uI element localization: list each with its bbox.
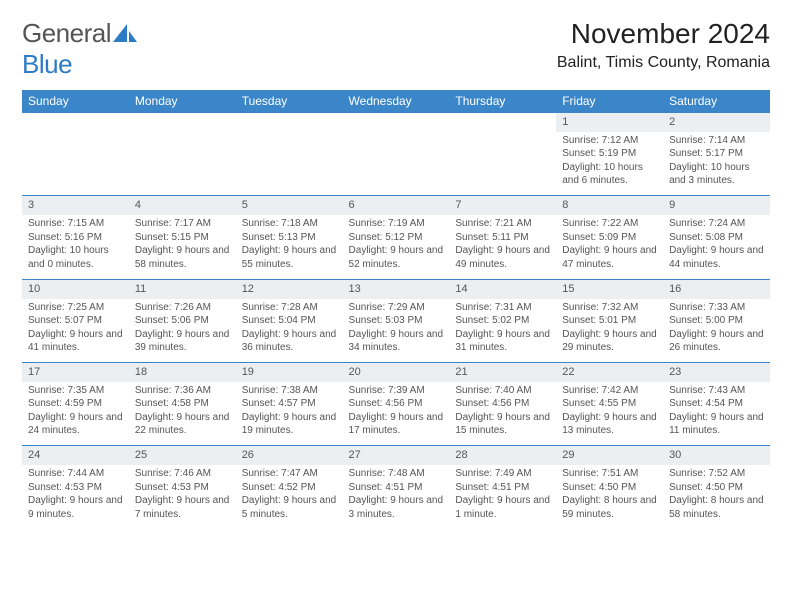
day-number: 29	[556, 446, 663, 465]
day-detail: Sunrise: 7:38 AMSunset: 4:57 PMDaylight:…	[236, 382, 343, 446]
day-detail: Sunrise: 7:47 AMSunset: 4:52 PMDaylight:…	[236, 465, 343, 529]
day-detail: Sunrise: 7:12 AMSunset: 5:19 PMDaylight:…	[556, 132, 663, 196]
day-detail	[22, 132, 129, 196]
day-number: 13	[343, 279, 450, 298]
day-detail: Sunrise: 7:15 AMSunset: 5:16 PMDaylight:…	[22, 215, 129, 279]
day-number: 3	[22, 196, 129, 215]
day-number	[449, 113, 556, 132]
day-number: 17	[22, 363, 129, 382]
day-number: 23	[663, 363, 770, 382]
day-number: 19	[236, 363, 343, 382]
day-number: 28	[449, 446, 556, 465]
weekday-header: Monday	[129, 90, 236, 113]
weekday-header: Sunday	[22, 90, 129, 113]
day-number: 16	[663, 279, 770, 298]
day-detail: Sunrise: 7:46 AMSunset: 4:53 PMDaylight:…	[129, 465, 236, 529]
weekday-header: Friday	[556, 90, 663, 113]
day-number: 24	[22, 446, 129, 465]
day-detail: Sunrise: 7:33 AMSunset: 5:00 PMDaylight:…	[663, 299, 770, 363]
day-number: 5	[236, 196, 343, 215]
weekday-header: Wednesday	[343, 90, 450, 113]
day-number: 6	[343, 196, 450, 215]
day-detail	[236, 132, 343, 196]
day-number: 7	[449, 196, 556, 215]
location: Balint, Timis County, Romania	[557, 54, 770, 72]
day-detail: Sunrise: 7:17 AMSunset: 5:15 PMDaylight:…	[129, 215, 236, 279]
day-detail: Sunrise: 7:42 AMSunset: 4:55 PMDaylight:…	[556, 382, 663, 446]
day-detail: Sunrise: 7:26 AMSunset: 5:06 PMDaylight:…	[129, 299, 236, 363]
day-number: 26	[236, 446, 343, 465]
day-number	[22, 113, 129, 132]
day-number: 20	[343, 363, 450, 382]
day-detail: Sunrise: 7:21 AMSunset: 5:11 PMDaylight:…	[449, 215, 556, 279]
day-number: 8	[556, 196, 663, 215]
day-detail: Sunrise: 7:25 AMSunset: 5:07 PMDaylight:…	[22, 299, 129, 363]
day-number: 14	[449, 279, 556, 298]
day-detail: Sunrise: 7:28 AMSunset: 5:04 PMDaylight:…	[236, 299, 343, 363]
day-number: 22	[556, 363, 663, 382]
day-detail: Sunrise: 7:40 AMSunset: 4:56 PMDaylight:…	[449, 382, 556, 446]
day-detail: Sunrise: 7:44 AMSunset: 4:53 PMDaylight:…	[22, 465, 129, 529]
day-number: 2	[663, 113, 770, 132]
day-number: 18	[129, 363, 236, 382]
day-detail: Sunrise: 7:29 AMSunset: 5:03 PMDaylight:…	[343, 299, 450, 363]
day-detail: Sunrise: 7:51 AMSunset: 4:50 PMDaylight:…	[556, 465, 663, 529]
day-number	[236, 113, 343, 132]
weekday-header: Tuesday	[236, 90, 343, 113]
day-detail: Sunrise: 7:14 AMSunset: 5:17 PMDaylight:…	[663, 132, 770, 196]
day-detail: Sunrise: 7:19 AMSunset: 5:12 PMDaylight:…	[343, 215, 450, 279]
day-detail: Sunrise: 7:35 AMSunset: 4:59 PMDaylight:…	[22, 382, 129, 446]
day-number: 4	[129, 196, 236, 215]
day-detail: Sunrise: 7:32 AMSunset: 5:01 PMDaylight:…	[556, 299, 663, 363]
header: GeneralBlue November 2024 Balint, Timis …	[22, 18, 770, 80]
day-detail: Sunrise: 7:18 AMSunset: 5:13 PMDaylight:…	[236, 215, 343, 279]
day-detail	[343, 132, 450, 196]
day-detail: Sunrise: 7:39 AMSunset: 4:56 PMDaylight:…	[343, 382, 450, 446]
day-detail: Sunrise: 7:48 AMSunset: 4:51 PMDaylight:…	[343, 465, 450, 529]
day-detail	[449, 132, 556, 196]
day-detail: Sunrise: 7:36 AMSunset: 4:58 PMDaylight:…	[129, 382, 236, 446]
day-number: 1	[556, 113, 663, 132]
day-number: 15	[556, 279, 663, 298]
page-title: November 2024	[557, 18, 770, 50]
day-number: 9	[663, 196, 770, 215]
logo-text: GeneralBlue	[22, 18, 139, 80]
day-number	[343, 113, 450, 132]
day-number: 21	[449, 363, 556, 382]
day-number: 27	[343, 446, 450, 465]
day-detail: Sunrise: 7:24 AMSunset: 5:08 PMDaylight:…	[663, 215, 770, 279]
logo: GeneralBlue	[22, 18, 139, 80]
day-detail: Sunrise: 7:52 AMSunset: 4:50 PMDaylight:…	[663, 465, 770, 529]
day-number: 10	[22, 279, 129, 298]
day-number: 25	[129, 446, 236, 465]
title-block: November 2024 Balint, Timis County, Roma…	[557, 18, 770, 72]
day-detail: Sunrise: 7:22 AMSunset: 5:09 PMDaylight:…	[556, 215, 663, 279]
day-number: 12	[236, 279, 343, 298]
day-number	[129, 113, 236, 132]
day-number: 30	[663, 446, 770, 465]
day-number: 11	[129, 279, 236, 298]
logo-sail-icon	[113, 18, 139, 48]
calendar-table: SundayMondayTuesdayWednesdayThursdayFrid…	[22, 90, 770, 529]
weekday-header: Saturday	[663, 90, 770, 113]
day-detail	[129, 132, 236, 196]
day-detail: Sunrise: 7:43 AMSunset: 4:54 PMDaylight:…	[663, 382, 770, 446]
weekday-header: Thursday	[449, 90, 556, 113]
day-detail: Sunrise: 7:49 AMSunset: 4:51 PMDaylight:…	[449, 465, 556, 529]
day-detail: Sunrise: 7:31 AMSunset: 5:02 PMDaylight:…	[449, 299, 556, 363]
